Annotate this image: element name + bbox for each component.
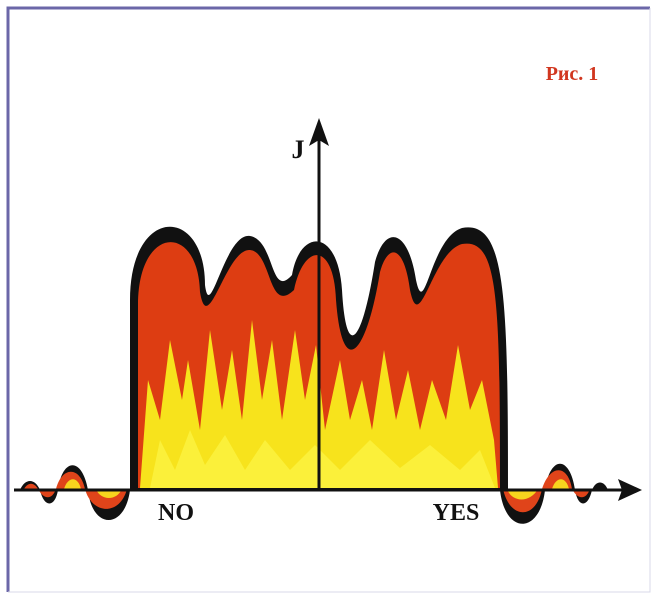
frame bbox=[6, 6, 650, 592]
right-ripples bbox=[500, 463, 608, 524]
flames-inner bbox=[150, 430, 495, 488]
label-yes: YES bbox=[433, 500, 480, 526]
axis-label: J bbox=[292, 135, 305, 164]
label-no: NO bbox=[158, 500, 194, 526]
y-arrow bbox=[309, 118, 329, 146]
figure-label: Рис. 1 bbox=[546, 63, 599, 85]
x-arrow bbox=[618, 479, 642, 501]
left-ripples bbox=[20, 465, 130, 520]
frame-edge bbox=[8, 8, 651, 593]
